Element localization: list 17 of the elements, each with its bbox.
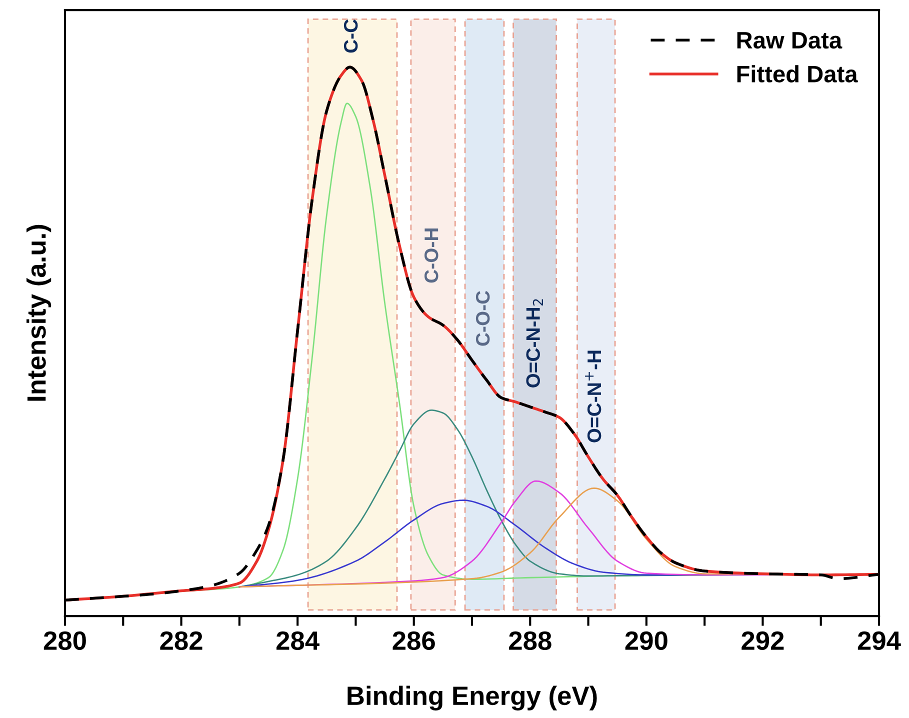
band-label: O=C-N$^{+}$-H bbox=[585, 350, 602, 442]
x-tick-label: 288 bbox=[509, 631, 552, 650]
band-label: O=C-N-H$_{2}$ bbox=[526, 299, 543, 388]
x-tick-label: 282 bbox=[160, 631, 202, 650]
x-axis-title: Binding Energy (eV) bbox=[348, 686, 597, 710]
legend-label: Fitted Data bbox=[737, 65, 858, 82]
y-axis-title: Intensity (a.u.) bbox=[26, 224, 52, 401]
band-label: C-O-H bbox=[424, 228, 438, 283]
x-tick-label: 290 bbox=[625, 631, 668, 650]
x-tick-label: 292 bbox=[742, 631, 784, 650]
x-tick-label: 280 bbox=[44, 631, 86, 650]
x-tick-label: 286 bbox=[392, 631, 435, 650]
band-label: C-O-C bbox=[476, 290, 490, 346]
legend-label: Raw Data bbox=[737, 32, 842, 49]
band-label: C-C bbox=[344, 19, 358, 53]
x-tick-label: 294 bbox=[858, 631, 901, 650]
x-tick-label: 284 bbox=[276, 631, 320, 650]
